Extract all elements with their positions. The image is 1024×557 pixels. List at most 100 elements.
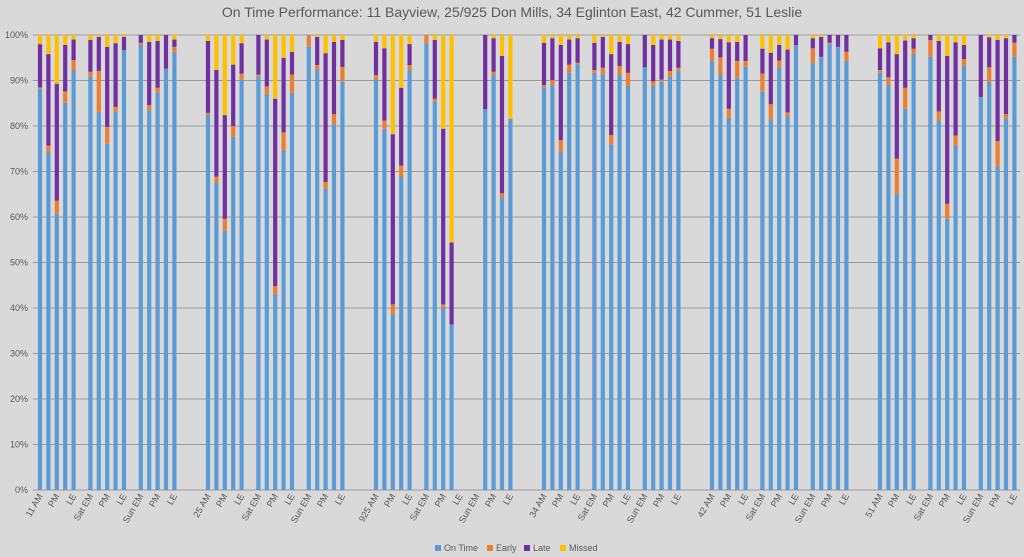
bar-segment-on-time (214, 182, 219, 491)
bar-segment-missed (449, 35, 454, 243)
bar-segment-on-time (793, 45, 799, 490)
bar-segment-early (894, 158, 899, 194)
bar-segment-late (340, 40, 345, 67)
bar-segment-missed (63, 35, 68, 46)
bar-segment-early (928, 40, 933, 57)
bar-segment-late (768, 52, 773, 105)
bar-segment-early (331, 114, 337, 125)
bar-segment-early (877, 70, 883, 73)
x-tick-label: PM (886, 492, 901, 509)
bar-segment-late (735, 41, 740, 61)
bar-segment-early (138, 42, 143, 46)
bar-segment-early (289, 74, 295, 93)
bar-segment-on-time (827, 44, 832, 490)
x-tick-label: PM (433, 492, 448, 509)
bar-segment-missed (777, 35, 782, 46)
bar-segment-on-time (625, 85, 631, 491)
bar-segment-missed (961, 35, 967, 46)
x-tick-label: LE (283, 492, 297, 507)
x-tick-label: PM (937, 492, 952, 509)
x-tick-label: LE (736, 492, 750, 507)
bar-segment-early (323, 181, 328, 189)
bar-segment-missed (785, 35, 790, 50)
bar-segment-early (113, 106, 118, 112)
bar-segment-early (407, 65, 412, 70)
bar-segment-early (239, 73, 244, 80)
x-tick-label: 925 AM (357, 492, 381, 523)
x-tick-label: LE (904, 492, 918, 507)
bar-segment-late (71, 39, 76, 61)
bar-segment-missed (441, 35, 446, 129)
bar-segment-early (96, 70, 101, 112)
bar-segment-late (961, 45, 967, 60)
bar-segment-late (642, 35, 647, 68)
bar-segment-missed (399, 35, 404, 88)
bar-segment-late (63, 45, 68, 92)
x-tick-label: 34 AM (527, 492, 548, 519)
bar-segment-early (46, 145, 51, 152)
bar-segment-on-time (71, 70, 76, 490)
x-tick-label: PM (550, 492, 565, 509)
bar-segment-on-time (617, 75, 622, 490)
bar-segment-early (625, 72, 631, 86)
bar-segment-late (676, 40, 681, 68)
bar-segment-on-time (163, 68, 169, 491)
bar-segment-late (323, 53, 328, 182)
bar-segment-early (659, 79, 664, 82)
bar-segment-on-time (667, 76, 673, 491)
bar-segment-on-time (399, 176, 404, 490)
bar-segment-on-time (676, 70, 681, 490)
bar-segment-missed (264, 35, 269, 40)
bar-segment-early (651, 81, 656, 86)
bar-segment-late (903, 40, 908, 88)
bar-segment-early (432, 98, 437, 102)
x-tick-label: PM (97, 492, 112, 509)
bar-segment-late (810, 38, 815, 49)
bar-segment-late (382, 48, 387, 121)
bar-segment-missed (987, 35, 992, 38)
bar-segment-on-time (46, 151, 51, 490)
bar-segment-early (273, 286, 278, 295)
bar-segment-late (827, 35, 832, 43)
bar-segment-late (46, 54, 51, 146)
bar-segment-early (264, 86, 269, 95)
bar-segment-late (239, 43, 244, 74)
bar-segment-late (449, 242, 454, 325)
bar-segment-on-time (172, 51, 177, 491)
bar-segment-early (105, 126, 110, 144)
bar-segment-late (625, 44, 631, 73)
bar-segment-late (928, 35, 933, 41)
bar-segment-late (289, 51, 295, 75)
bar-segment-late (264, 39, 269, 87)
bar-segment-missed (936, 35, 941, 41)
bar-segment-missed (390, 35, 395, 135)
bar-segment-missed (54, 35, 59, 84)
legend-label-late: Late (533, 543, 551, 553)
bar-segment-early (63, 91, 68, 103)
bar-segment-late (155, 40, 160, 88)
bar-segment-on-time (96, 111, 101, 491)
bar-segment-missed (617, 35, 622, 42)
bar-segment-on-time (659, 81, 664, 491)
bar-segment-missed (289, 35, 295, 52)
bar-segment-missed (709, 35, 715, 39)
bar-segment-missed (147, 35, 152, 42)
x-tick-label: LE (400, 492, 414, 507)
bar-segment-early (558, 140, 563, 152)
y-tick-label: 30% (10, 349, 28, 359)
bar-segment-late (172, 39, 177, 47)
bar-segment-on-time (382, 128, 387, 491)
bar-segment-on-time (315, 69, 320, 490)
bar-segment-missed (340, 35, 345, 41)
bar-segment-missed (315, 35, 320, 37)
bar-segment-missed (676, 35, 681, 41)
bar-segment-on-time (651, 85, 656, 491)
bar-segment-late (575, 38, 580, 63)
bar-segment-late (617, 41, 622, 66)
bar-segment-on-time (911, 54, 916, 491)
bar-segment-late (835, 35, 841, 47)
bar-segment-early (1003, 114, 1009, 119)
bar-segment-missed (273, 35, 278, 99)
